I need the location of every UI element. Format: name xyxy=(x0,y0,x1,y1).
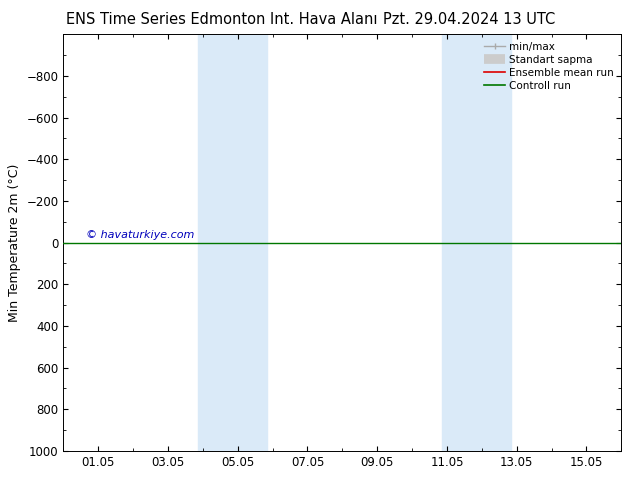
Text: Pzt. 29.04.2024 13 UTC: Pzt. 29.04.2024 13 UTC xyxy=(383,12,555,27)
Bar xyxy=(442,34,477,451)
Bar xyxy=(198,34,233,451)
Text: © havaturkiye.com: © havaturkiye.com xyxy=(86,230,194,241)
Bar xyxy=(478,34,512,451)
Bar xyxy=(235,34,268,451)
Legend: min/max, Standart sapma, Ensemble mean run, Controll run: min/max, Standart sapma, Ensemble mean r… xyxy=(480,37,618,95)
Text: ENS Time Series Edmonton Int. Hava Alanı: ENS Time Series Edmonton Int. Hava Alanı xyxy=(66,12,378,27)
Y-axis label: Min Temperature 2m (°C): Min Temperature 2m (°C) xyxy=(8,163,21,322)
